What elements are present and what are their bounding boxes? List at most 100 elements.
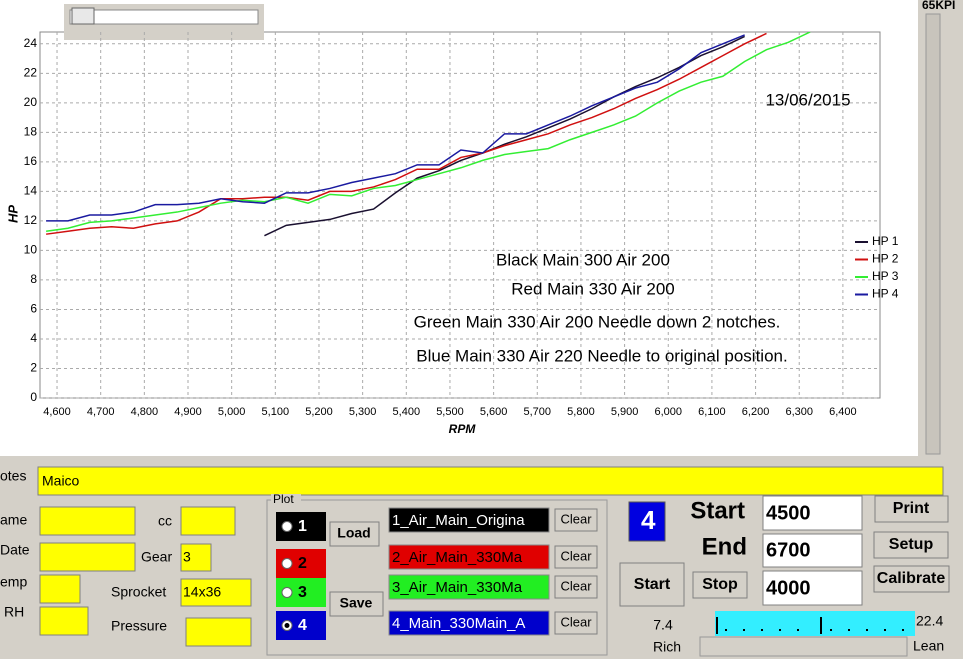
label: ame <box>0 512 27 528</box>
rich-label: Rich <box>653 639 681 655</box>
y-tick-label: 18 <box>24 125 38 139</box>
date-field[interactable] <box>39 542 136 572</box>
rh-field[interactable] <box>39 606 89 636</box>
file-name: 3_Air_Main_330Ma <box>392 579 523 596</box>
label: Sprocket <box>111 584 166 600</box>
start-button[interactable] <box>619 562 685 607</box>
button-label: Clear <box>560 548 592 563</box>
calibrate-button[interactable] <box>873 565 950 593</box>
stop-button[interactable] <box>692 571 748 599</box>
file-name: 1_Air_Main_Origina <box>392 512 525 529</box>
label: Gear <box>141 549 172 565</box>
x-tick-label: 5,200 <box>305 406 333 418</box>
third-input[interactable] <box>762 570 863 606</box>
file-field[interactable] <box>388 574 550 600</box>
lean-label: Lean <box>913 638 944 654</box>
button-label: Calibrate <box>877 570 946 587</box>
x-tick-label: 6,300 <box>785 406 813 418</box>
file-field[interactable] <box>388 610 550 636</box>
radio[interactable] <box>281 558 293 569</box>
x-tick-label: 5,700 <box>524 406 552 418</box>
label: RH <box>4 604 24 620</box>
y-tick-label: 0 <box>30 390 37 404</box>
series-line <box>264 35 745 237</box>
pressure-field[interactable] <box>185 617 252 647</box>
clear-button[interactable] <box>554 611 598 635</box>
afr-bar <box>699 636 908 657</box>
file-field[interactable] <box>388 507 550 533</box>
setup-button[interactable] <box>873 531 949 559</box>
print-button[interactable] <box>874 495 949 523</box>
plot-lines <box>46 32 811 237</box>
label: Date <box>0 542 30 558</box>
y-axis-label: HP <box>5 205 20 223</box>
notes-value: Maico <box>42 473 80 489</box>
slot-number: 2 <box>298 555 307 572</box>
x-tick-label: 5,100 <box>262 406 290 418</box>
clear-button[interactable] <box>554 575 598 599</box>
y-tick-label: 14 <box>24 184 38 198</box>
legend-label: HP 1 <box>872 234 899 248</box>
x-tick-label: 4,800 <box>131 406 159 418</box>
gear-field[interactable] <box>180 543 212 572</box>
radio[interactable] <box>281 521 293 532</box>
annotation: Black Main 300 Air 200 <box>496 250 670 269</box>
temp-field[interactable] <box>39 574 81 604</box>
radio[interactable] <box>281 587 293 598</box>
label: Start <box>690 497 745 524</box>
third-value: 4000 <box>766 577 811 599</box>
slot-number: 1 <box>298 518 307 535</box>
button-label: Start <box>634 576 671 593</box>
y-tick-label: 12 <box>24 213 38 227</box>
notes-field[interactable] <box>37 466 944 496</box>
label: Pressure <box>111 618 167 634</box>
x-tick-label: 4,900 <box>174 406 202 418</box>
afr-gauge <box>715 611 915 636</box>
radio-dot <box>284 623 290 628</box>
sprocket-field[interactable] <box>180 578 252 607</box>
file-name: 4_Main_330Main_A <box>392 615 525 632</box>
y-tick-label: 2 <box>30 361 37 375</box>
load-button[interactable] <box>329 521 380 547</box>
x-tick-label: 4,700 <box>87 406 115 418</box>
x-tick-label: 5,900 <box>611 406 639 418</box>
selected-plot <box>628 501 666 542</box>
annotation: Green Main 330 Air 200 Needle down 2 not… <box>414 312 781 331</box>
label: End <box>702 533 747 560</box>
cc-field[interactable] <box>180 506 236 536</box>
label: otes <box>0 468 26 484</box>
annotation: Blue Main 330 Air 220 Needle to original… <box>416 346 787 365</box>
name-field[interactable] <box>39 506 136 536</box>
button-label: Clear <box>560 578 592 593</box>
side-scrollbar[interactable] <box>925 13 941 455</box>
y-tick-label: 8 <box>30 272 37 286</box>
clear-button[interactable] <box>554 508 598 532</box>
y-tick-label: 10 <box>24 243 38 257</box>
legend-label: HP 3 <box>872 269 899 283</box>
slot-number: 4 <box>298 617 307 634</box>
x-tick-label: 4,600 <box>43 406 71 418</box>
file-field[interactable] <box>388 544 550 570</box>
y-tick-label: 16 <box>24 154 38 168</box>
afr-min: 7.4 <box>653 617 673 633</box>
end-input[interactable] <box>762 533 863 568</box>
x-tick-label: 5,400 <box>393 406 421 418</box>
x-tick-label: 5,500 <box>436 406 464 418</box>
end-value: 6700 <box>766 539 811 561</box>
side-label: 65KPI <box>922 0 955 12</box>
x-tick-label: 6,000 <box>654 406 682 418</box>
save-button[interactable] <box>329 591 384 617</box>
annotation: 13/06/2015 <box>765 90 850 109</box>
group-title: Plot <box>273 492 294 506</box>
file-name: 2_Air_Main_330Ma <box>392 549 523 566</box>
clear-button[interactable] <box>554 545 598 569</box>
start-value: 4500 <box>766 502 811 524</box>
x-tick-label: 6,400 <box>829 406 857 418</box>
x-tick-label: 5,800 <box>567 406 595 418</box>
start-input[interactable] <box>762 495 863 531</box>
afr-max: 22.4 <box>916 613 943 629</box>
x-tick-label: 6,100 <box>698 406 726 418</box>
slider-thumb[interactable] <box>71 7 95 25</box>
legend-label: HP 2 <box>872 252 899 266</box>
